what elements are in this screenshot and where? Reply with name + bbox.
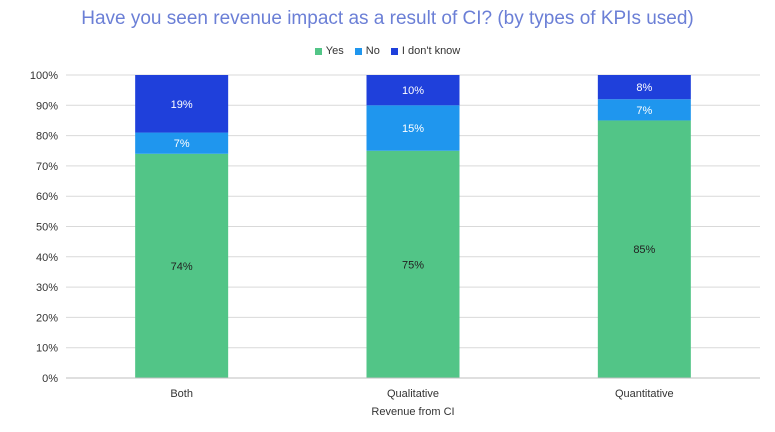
data-label-qualitative-yes: 75% (402, 259, 424, 271)
y-tick-label-10: 100% (30, 70, 58, 82)
data-label-quantitative-i-don-t-know: 8% (636, 82, 652, 94)
y-tick-label-3: 30% (36, 282, 58, 294)
bar-qualitative-no (366, 105, 460, 151)
y-tick-label-5: 50% (36, 222, 58, 234)
legend-label-no: No (365, 45, 380, 58)
x-axis-label: Revenue from CI (371, 406, 454, 418)
bar-qualitative-i-don-t-know (366, 75, 460, 106)
y-tick-label-1: 10% (36, 343, 58, 355)
data-label-qualitative-no: 15% (402, 123, 424, 135)
data-label-both-i-don-t-know: 19% (171, 99, 193, 111)
legend-label-dont-know: I don't know (401, 45, 461, 58)
y-tick-label-9: 90% (36, 100, 58, 112)
legend-item-no: No (354, 45, 380, 58)
x-tick-label-1: Qualitative (387, 388, 439, 400)
y-tick-label-0: 0% (42, 373, 58, 385)
bar-both-yes (135, 153, 229, 378)
bar-quantitative-no (597, 99, 691, 121)
legend-label-yes: Yes (325, 45, 344, 58)
legend-item-yes: Yes (314, 45, 344, 58)
bar-quantitative-i-don-t-know (597, 75, 691, 100)
data-label-both-no: 7% (174, 138, 190, 150)
bar-quantitative-yes (597, 120, 691, 378)
data-label-qualitative-i-don-t-know: 10% (402, 85, 424, 97)
data-label-quantitative-yes: 85% (633, 244, 655, 256)
bar-both-i-don-t-know (135, 75, 229, 133)
legend-swatch-dont-know (390, 47, 398, 55)
y-tick-label-6: 60% (36, 191, 58, 203)
legend: Yes No I don't know (0, 45, 775, 57)
legend-swatch-no (354, 47, 362, 55)
y-tick-label-4: 40% (36, 252, 58, 264)
data-label-both-yes: 74% (171, 261, 193, 273)
y-tick-label-7: 70% (36, 161, 58, 173)
x-tick-label-2: Quantitative (615, 388, 674, 400)
y-tick-label-2: 20% (36, 312, 58, 324)
bar-qualitative-yes (366, 150, 460, 378)
x-tick-label-0: Both (170, 388, 193, 400)
legend-swatch-yes (314, 47, 322, 55)
chart-title: Have you seen revenue impact as a result… (81, 8, 694, 29)
legend-item-dont-know: I don't know (390, 45, 461, 58)
data-label-quantitative-no: 7% (636, 105, 652, 117)
y-tick-label-8: 80% (36, 131, 58, 143)
bar-both-no (135, 132, 229, 154)
